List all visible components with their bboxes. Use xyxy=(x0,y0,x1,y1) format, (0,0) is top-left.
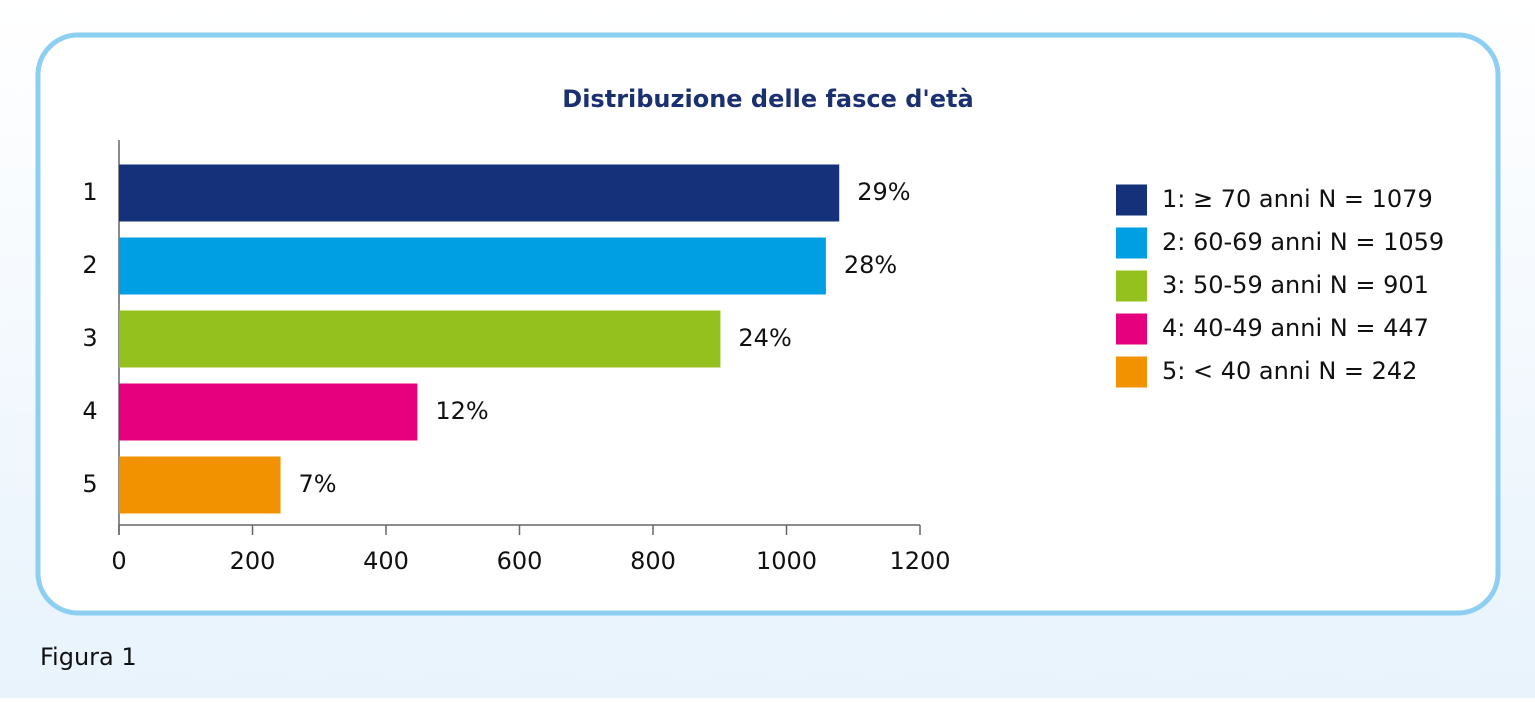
x-tick-label: 1000 xyxy=(756,547,817,575)
legend-label: 5: < 40 anni N = 242 xyxy=(1162,357,1417,385)
data-label: 28% xyxy=(844,251,897,279)
legend-label: 3: 50-59 anni N = 901 xyxy=(1162,271,1429,299)
legend-swatch xyxy=(1116,184,1147,216)
legend-swatch xyxy=(1116,356,1147,388)
y-tick-label: 1 xyxy=(82,178,97,206)
x-tick-label: 800 xyxy=(630,547,676,575)
legend-label: 4: 40-49 anni N = 447 xyxy=(1162,314,1429,342)
y-tick-label: 4 xyxy=(82,397,97,425)
y-tick-label: 3 xyxy=(82,324,97,352)
bar xyxy=(119,456,281,514)
x-tick-label: 400 xyxy=(363,547,409,575)
data-label: 12% xyxy=(435,397,488,425)
legend-swatch xyxy=(1116,270,1147,302)
y-tick-label: 2 xyxy=(82,251,97,279)
bar xyxy=(119,164,840,222)
bar xyxy=(119,310,721,368)
x-tick-label: 600 xyxy=(497,547,543,575)
legend-label: 2: 60-69 anni N = 1059 xyxy=(1162,228,1444,256)
bar xyxy=(119,237,826,295)
legend-swatch xyxy=(1116,313,1147,345)
x-tick-label: 0 xyxy=(111,547,126,575)
data-label: 29% xyxy=(857,178,910,206)
data-label: 7% xyxy=(299,470,337,498)
y-tick-label: 5 xyxy=(82,470,97,498)
data-label: 24% xyxy=(738,324,791,352)
bar xyxy=(119,383,418,441)
chart-title: Distribuzione delle fasce d'età xyxy=(562,85,973,113)
x-tick-label: 1200 xyxy=(889,547,950,575)
legend-swatch xyxy=(1116,227,1147,259)
legend-label: 1: ≥ 70 anni N = 1079 xyxy=(1162,185,1433,213)
x-tick-label: 200 xyxy=(230,547,276,575)
caption: Figura 1 xyxy=(40,643,137,671)
